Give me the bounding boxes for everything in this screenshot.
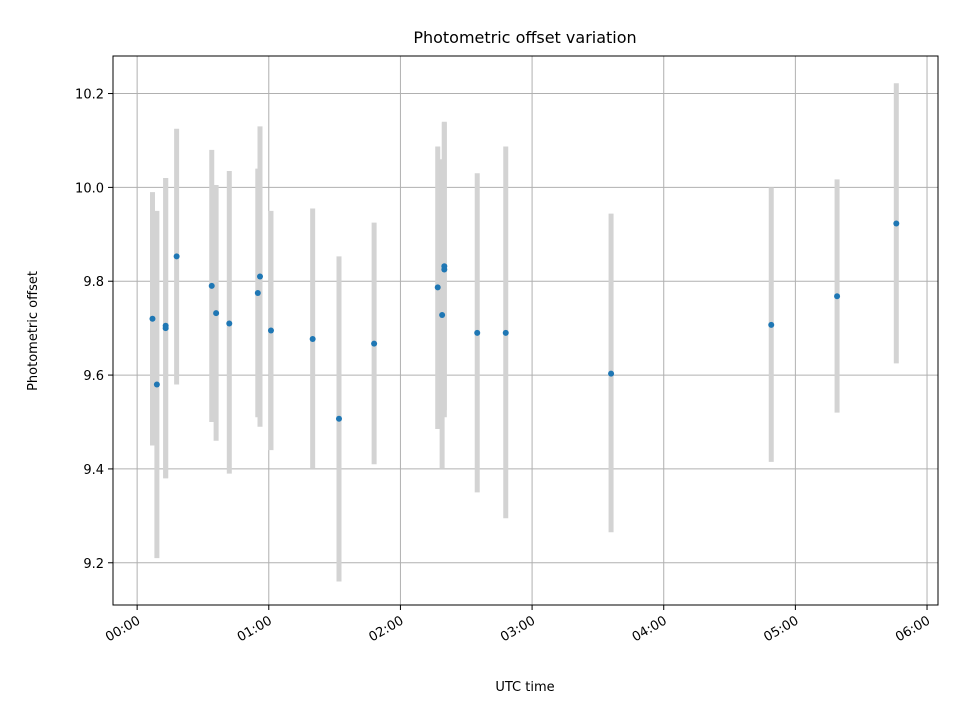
data-point [768, 321, 775, 328]
data-point [226, 320, 233, 327]
data-point [309, 335, 316, 342]
data-point [608, 370, 615, 377]
data-point [213, 310, 220, 317]
y-tick-label: 10.2 [75, 88, 104, 103]
data-point [441, 263, 448, 270]
data-point [502, 329, 509, 336]
y-tick-label: 10.0 [75, 181, 104, 196]
error-bars [149, 83, 899, 582]
y-tick-label: 9.8 [83, 275, 104, 290]
data-point [208, 282, 215, 289]
data-point [173, 253, 180, 260]
data-point [254, 289, 261, 296]
x-tick-label: 04:00 [630, 613, 670, 645]
data-point [267, 327, 274, 334]
x-tick-label: 03:00 [498, 613, 538, 645]
x-tick-label: 02:00 [366, 613, 406, 645]
data-point [153, 381, 160, 388]
chart-title: Photometric offset variation [413, 28, 636, 47]
data-point [893, 220, 900, 227]
x-axis-ticks: 00:00 01:00 02:00 03:00 04:00 05:00 06:00 [103, 605, 933, 645]
data-point [257, 273, 264, 280]
data-point [335, 415, 342, 422]
x-axis-label: UTC time [495, 680, 554, 695]
y-tick-label: 9.6 [83, 369, 104, 384]
data-point [834, 293, 841, 300]
data-points [149, 220, 900, 422]
x-tick-label: 05:00 [761, 613, 801, 645]
plot-frame [112, 55, 939, 606]
data-point [439, 312, 446, 319]
y-tick-label: 9.4 [83, 463, 104, 478]
y-axis-label: Photometric offset [26, 271, 41, 391]
x-tick-label: 00:00 [103, 613, 143, 645]
data-point [434, 284, 441, 291]
data-point [149, 315, 156, 322]
grid [113, 56, 938, 605]
data-point [162, 325, 169, 332]
x-tick-label: 01:00 [235, 613, 275, 645]
data-point [371, 340, 378, 347]
x-tick-label: 06:00 [893, 613, 933, 645]
data-point [474, 329, 481, 336]
y-tick-label: 9.2 [83, 557, 104, 572]
y-axis-ticks: 9.2 9.4 9.6 9.8 10.0 10.2 [75, 88, 113, 572]
